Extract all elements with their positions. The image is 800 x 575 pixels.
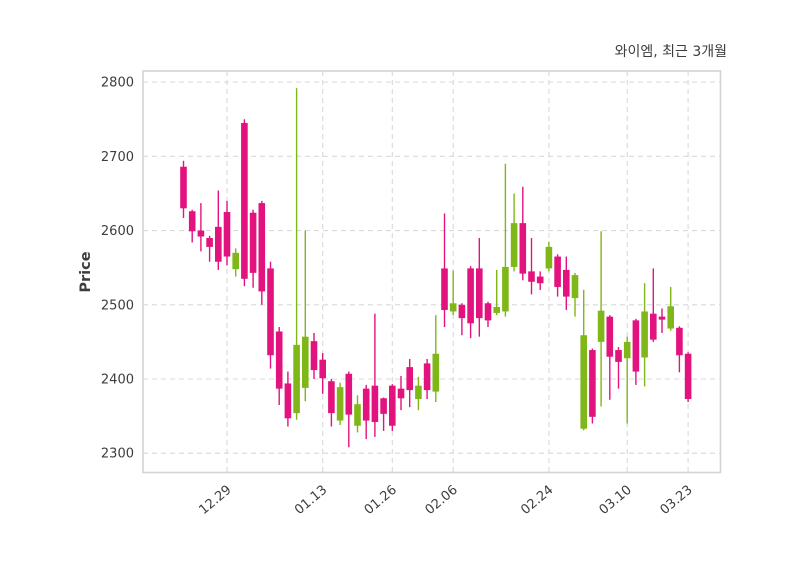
candle-body-up bbox=[406, 367, 413, 391]
candle-body-up bbox=[249, 212, 257, 273]
x-tick-label: 03.23 bbox=[658, 483, 696, 518]
candle-body-up bbox=[180, 166, 187, 209]
grid-layer bbox=[143, 71, 721, 473]
x-tick-label: 01.13 bbox=[292, 483, 330, 518]
candle-body-up bbox=[676, 327, 683, 356]
candle-body-up bbox=[397, 388, 405, 399]
candle-body-up bbox=[441, 268, 448, 310]
candle-body-up bbox=[362, 388, 370, 421]
candle-body-up bbox=[650, 313, 657, 340]
y-tick-label: 2500 bbox=[101, 298, 134, 313]
y-tick-label: 2700 bbox=[101, 150, 134, 165]
candle-body-up bbox=[319, 359, 326, 379]
x-tick-label: 01.26 bbox=[362, 483, 400, 518]
candle-body-up bbox=[476, 268, 483, 319]
candle-body-down bbox=[667, 306, 674, 329]
candle-body-up bbox=[536, 276, 544, 284]
candle-body-up bbox=[389, 385, 396, 426]
candle-body-down bbox=[597, 310, 605, 342]
candle-body-up bbox=[484, 303, 492, 321]
candle-body-up bbox=[528, 271, 535, 282]
candle-body-up bbox=[223, 212, 231, 257]
y-tick-label: 2400 bbox=[101, 372, 134, 387]
candle-body-up bbox=[371, 385, 379, 423]
candle-body-down bbox=[232, 252, 239, 270]
candle-body-up bbox=[380, 398, 387, 414]
candle-body-up bbox=[310, 341, 318, 371]
candle-body-down bbox=[545, 246, 553, 269]
candle-body-down bbox=[302, 336, 309, 388]
candle-body-up bbox=[188, 211, 196, 232]
candle-body-down bbox=[641, 311, 648, 358]
candle-body-down bbox=[415, 385, 422, 400]
candle-body-up bbox=[589, 350, 596, 417]
candle-body-up bbox=[458, 304, 466, 319]
candle-body-up bbox=[563, 269, 570, 297]
candle-body-down bbox=[293, 344, 300, 414]
candle-body-down bbox=[449, 303, 457, 312]
candle-body-up bbox=[267, 268, 274, 356]
candle-body-up bbox=[206, 237, 213, 247]
x-tick-label: 12.29 bbox=[196, 483, 234, 518]
candle-body-up bbox=[241, 122, 248, 279]
candle-body-up bbox=[284, 383, 292, 419]
candle-layer bbox=[180, 88, 692, 448]
candle-body-down bbox=[571, 275, 579, 299]
candle-body-up bbox=[684, 353, 692, 400]
y-axis-label: Price bbox=[78, 251, 94, 292]
candle-body-up bbox=[345, 373, 353, 415]
y-tick-label: 2300 bbox=[101, 447, 134, 462]
candle-body-up bbox=[519, 223, 527, 274]
candle-body-up bbox=[658, 316, 666, 320]
candle-body-up bbox=[554, 256, 561, 287]
candle-body-up bbox=[275, 331, 283, 389]
candle-body-up bbox=[258, 203, 266, 292]
candle-body-up bbox=[467, 268, 474, 324]
candle-body-down bbox=[623, 341, 631, 359]
candle-body-up bbox=[423, 363, 431, 391]
candle-body-up bbox=[615, 350, 622, 362]
chart-title: 와이엠, 최근 3개월 bbox=[615, 44, 727, 60]
candle-body-up bbox=[632, 320, 640, 372]
candle-body-down bbox=[580, 335, 587, 429]
candle-body-down bbox=[354, 404, 361, 426]
x-tick-label: 02.24 bbox=[518, 483, 556, 518]
candle-body-up bbox=[197, 230, 205, 237]
candle-body-up bbox=[215, 226, 222, 262]
plot-border bbox=[142, 70, 722, 474]
candle-body-up bbox=[328, 381, 335, 414]
candle-body-down bbox=[432, 353, 440, 392]
y-tick-label: 2800 bbox=[101, 76, 134, 91]
candle-body-down bbox=[502, 266, 509, 312]
x-tick-label: 03.10 bbox=[597, 483, 635, 518]
candle-body-down bbox=[336, 387, 344, 421]
y-tick-label: 2600 bbox=[101, 224, 134, 239]
x-tick-label: 02.06 bbox=[423, 483, 461, 518]
candle-body-up bbox=[606, 316, 614, 357]
candle-body-down bbox=[510, 223, 518, 267]
candle-body-down bbox=[493, 307, 500, 313]
